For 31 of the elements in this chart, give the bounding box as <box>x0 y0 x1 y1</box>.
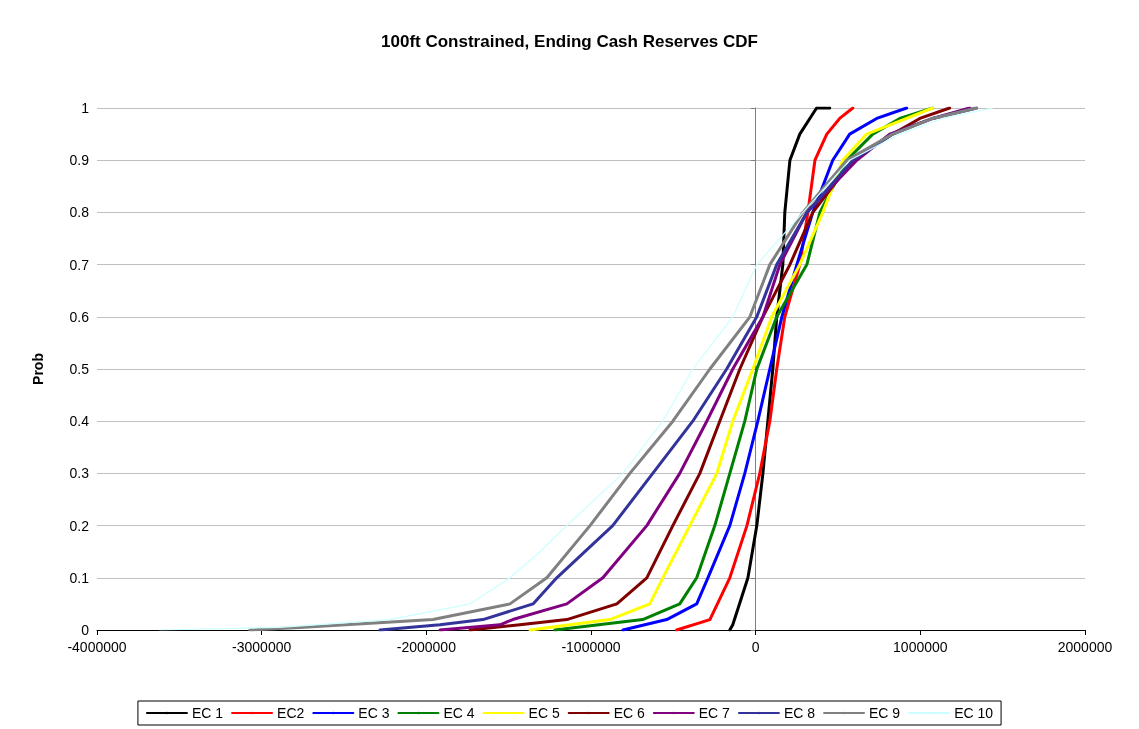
y-tick-label: 0.3 <box>69 465 90 482</box>
y-tick-label: 0.6 <box>69 308 90 325</box>
x-tick-label: -2000000 <box>396 639 457 655</box>
x-tick-label: 0 <box>751 639 760 655</box>
y-tick-label: 0.2 <box>69 517 90 534</box>
line-series <box>621 106 909 632</box>
legend-label: EC 9 <box>869 705 901 721</box>
legend-label: EC 6 <box>613 705 645 721</box>
legend-label: EC2 <box>277 705 305 721</box>
x-tick-label: -4000000 <box>67 639 127 655</box>
legend-label: EC 5 <box>528 705 560 721</box>
y-tick-label: 0.8 <box>69 204 90 221</box>
y-tick-label: 0.5 <box>69 361 90 377</box>
y-tick-label: 1 <box>81 100 90 116</box>
y-axis-title: Prob <box>30 353 46 385</box>
x-tick-label: 2000000 <box>1057 639 1113 655</box>
x-tick-label: 1000000 <box>893 639 948 655</box>
chart-title: 100ft Constrained, Ending Cash Reserves CDF <box>381 32 758 51</box>
x-tick-label: -3000000 <box>232 639 292 655</box>
y-tick-label: 0 <box>81 622 90 638</box>
y-tick-label: 0.4 <box>69 413 90 430</box>
legend-label: EC 7 <box>698 705 731 721</box>
legend-label: EC 10 <box>954 705 994 721</box>
legend-label: EC 8 <box>783 705 816 721</box>
legend-label: EC 3 <box>358 705 390 721</box>
y-tick-label: 0.1 <box>69 569 90 586</box>
y-tick-label: 0.9 <box>69 152 90 169</box>
legend-label: EC 4 <box>443 705 475 721</box>
legend-label: EC 1 <box>191 705 224 721</box>
y-tick-label: 0.7 <box>69 256 90 273</box>
x-tick-label: -1000000 <box>561 639 621 655</box>
